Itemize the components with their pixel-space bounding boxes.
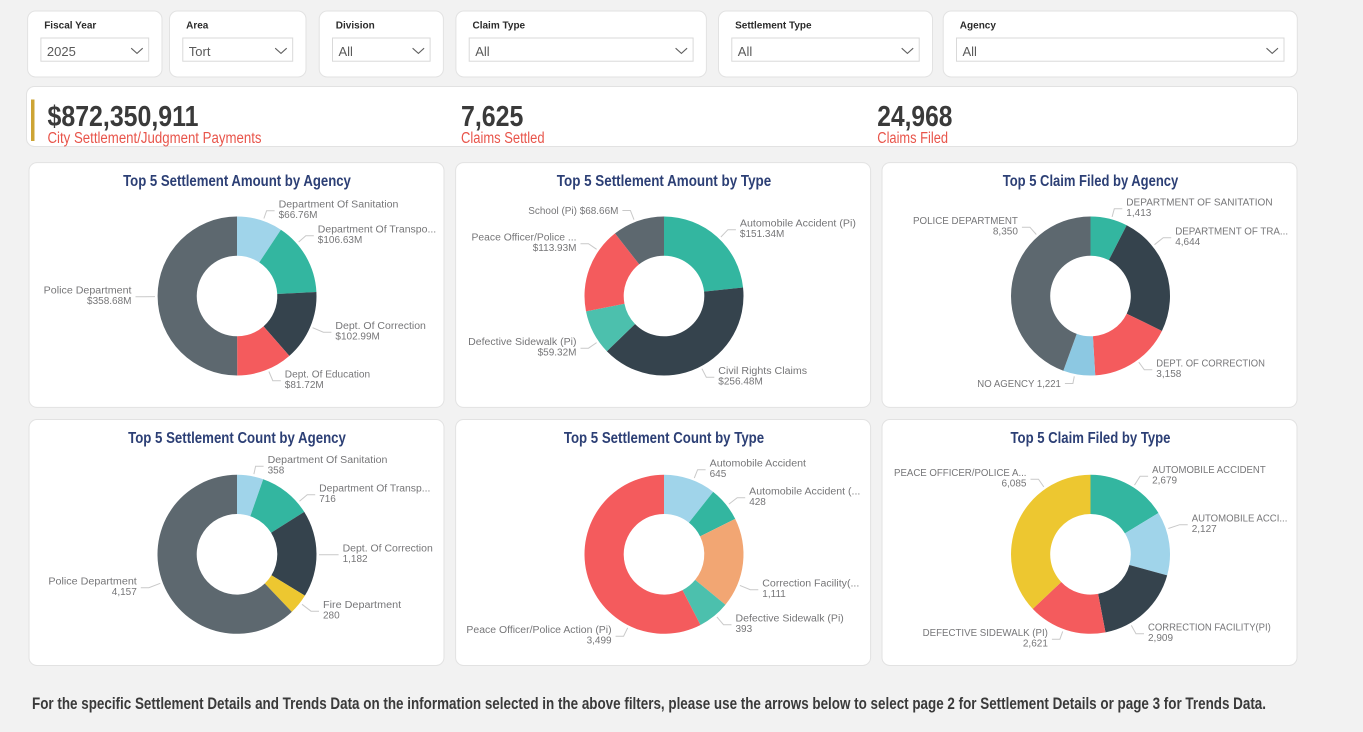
svg-text:Dept. Of Education: Dept. Of Education — [285, 370, 370, 381]
svg-text:8,350: 8,350 — [993, 226, 1018, 237]
svg-text:4,157: 4,157 — [112, 587, 137, 598]
svg-text:$59.32M: $59.32M — [538, 347, 577, 358]
svg-text:Police Department: Police Department — [48, 577, 137, 588]
svg-text:Correction Facility(...: Correction Facility(... — [762, 579, 859, 590]
svg-text:$66.76M: $66.76M — [279, 210, 318, 221]
svg-text:DEPARTMENT OF SANITATION: DEPARTMENT OF SANITATION — [1126, 198, 1272, 209]
svg-text:Area: Area — [186, 21, 209, 32]
svg-text:Defective Sidewalk (Pi): Defective Sidewalk (Pi) — [736, 614, 844, 625]
svg-text:428: 428 — [749, 497, 766, 508]
svg-text:1,182: 1,182 — [343, 554, 368, 565]
svg-text:All: All — [963, 44, 978, 59]
svg-text:4,644: 4,644 — [1175, 237, 1200, 248]
svg-text:Top 5 Settlement Count by Type: Top 5 Settlement Count by Type — [564, 430, 765, 447]
svg-text:Claims Filed: Claims Filed — [877, 130, 948, 147]
svg-text:$872,350,911: $872,350,911 — [48, 101, 199, 133]
svg-text:DEFECTIVE SIDEWALK (PI): DEFECTIVE SIDEWALK (PI) — [923, 628, 1048, 639]
svg-text:$358.68M: $358.68M — [87, 296, 131, 307]
svg-text:Peace Officer/Police Action (P: Peace Officer/Police Action (Pi) — [466, 625, 611, 636]
svg-text:Defective Sidewalk (Pi): Defective Sidewalk (Pi) — [468, 337, 576, 348]
svg-text:Top 5 Settlement Amount by Age: Top 5 Settlement Amount by Agency — [123, 173, 351, 190]
svg-text:Department Of Sanitation: Department Of Sanitation — [279, 200, 399, 211]
svg-text:645: 645 — [710, 469, 727, 480]
svg-text:2,909: 2,909 — [1148, 633, 1173, 644]
svg-text:$113.93M: $113.93M — [533, 243, 577, 254]
svg-text:1,413: 1,413 — [1126, 208, 1151, 219]
svg-text:$256.48M: $256.48M — [718, 376, 762, 387]
svg-text:280: 280 — [323, 610, 340, 621]
svg-text:Top 5 Settlement Count by Agen: Top 5 Settlement Count by Agency — [128, 430, 346, 447]
svg-text:Civil Rights Claims: Civil Rights Claims — [718, 366, 807, 377]
svg-text:Settlement Type: Settlement Type — [735, 21, 812, 32]
svg-text:All: All — [339, 44, 354, 59]
svg-text:All: All — [475, 44, 490, 59]
svg-text:Fiscal Year: Fiscal Year — [44, 21, 96, 32]
svg-text:$106.63M: $106.63M — [318, 235, 362, 246]
svg-text:Automobile Accident (...: Automobile Accident (... — [749, 487, 860, 498]
svg-text:Automobile Accident (Pi): Automobile Accident (Pi) — [740, 219, 856, 230]
svg-text:Claim Type: Claim Type — [473, 21, 526, 32]
svg-text:AUTOMOBILE ACCIDENT: AUTOMOBILE ACCIDENT — [1152, 465, 1266, 476]
svg-text:DEPT. OF CORRECTION: DEPT. OF CORRECTION — [1156, 359, 1265, 370]
svg-text:Fire Department: Fire Department — [323, 600, 401, 611]
svg-text:School (Pi) $68.66M: School (Pi) $68.66M — [528, 206, 618, 217]
svg-text:716: 716 — [319, 494, 336, 505]
svg-text:Tort: Tort — [189, 44, 211, 59]
svg-text:NO AGENCY 1,221: NO AGENCY 1,221 — [977, 379, 1061, 390]
svg-text:$151.34M: $151.34M — [740, 229, 784, 240]
svg-text:AUTOMOBILE ACCI...: AUTOMOBILE ACCI... — [1192, 514, 1288, 525]
svg-text:3,499: 3,499 — [587, 635, 612, 646]
svg-text:Top 5 Claim Filed by Agency: Top 5 Claim Filed by Agency — [1003, 173, 1179, 190]
svg-text:2,621: 2,621 — [1023, 638, 1048, 649]
svg-text:All: All — [738, 44, 753, 59]
svg-text:Police Department: Police Department — [44, 286, 132, 297]
svg-text:For the specific Settlement De: For the specific Settlement Details and … — [32, 694, 1266, 713]
svg-text:Peace Officer/Police ...: Peace Officer/Police ... — [472, 233, 577, 244]
svg-text:358: 358 — [268, 465, 285, 476]
svg-text:CORRECTION FACILITY(PI): CORRECTION FACILITY(PI) — [1148, 623, 1271, 634]
svg-text:POLICE DEPARTMENT: POLICE DEPARTMENT — [913, 216, 1018, 227]
svg-text:Automobile Accident: Automobile Accident — [710, 459, 807, 470]
svg-text:2025: 2025 — [47, 44, 76, 59]
svg-text:Dept. Of Correction: Dept. Of Correction — [343, 544, 433, 555]
svg-text:Division: Division — [336, 21, 375, 32]
svg-text:Department Of Transp...: Department Of Transp... — [319, 484, 430, 495]
svg-text:$81.72M: $81.72M — [285, 380, 324, 391]
svg-text:PEACE OFFICER/POLICE A...: PEACE OFFICER/POLICE A... — [894, 468, 1027, 479]
svg-text:Dept. Of Correction: Dept. Of Correction — [335, 321, 426, 332]
svg-text:24,968: 24,968 — [877, 101, 952, 133]
svg-text:$102.99M: $102.99M — [335, 331, 379, 342]
svg-text:2,679: 2,679 — [1152, 475, 1177, 486]
svg-text:6,085: 6,085 — [1001, 478, 1026, 489]
svg-text:Department Of Transpo...: Department Of Transpo... — [318, 225, 436, 236]
svg-text:3,158: 3,158 — [1156, 369, 1181, 380]
svg-text:Top 5 Settlement Amount by Typ: Top 5 Settlement Amount by Type — [557, 173, 772, 190]
svg-text:Agency: Agency — [960, 21, 997, 32]
svg-text:DEPARTMENT OF TRA...: DEPARTMENT OF TRA... — [1175, 227, 1288, 238]
svg-text:1,111: 1,111 — [762, 589, 786, 600]
svg-text:Top 5 Claim Filed by Type: Top 5 Claim Filed by Type — [1011, 430, 1171, 447]
svg-text:7,625: 7,625 — [461, 101, 524, 133]
svg-text:393: 393 — [736, 624, 753, 635]
svg-text:Department Of Sanitation: Department Of Sanitation — [268, 455, 388, 466]
svg-text:City Settlement/Judgment Payme: City Settlement/Judgment Payments — [48, 130, 262, 147]
svg-text:2,127: 2,127 — [1192, 524, 1217, 535]
svg-text:Claims Settled: Claims Settled — [461, 130, 545, 147]
